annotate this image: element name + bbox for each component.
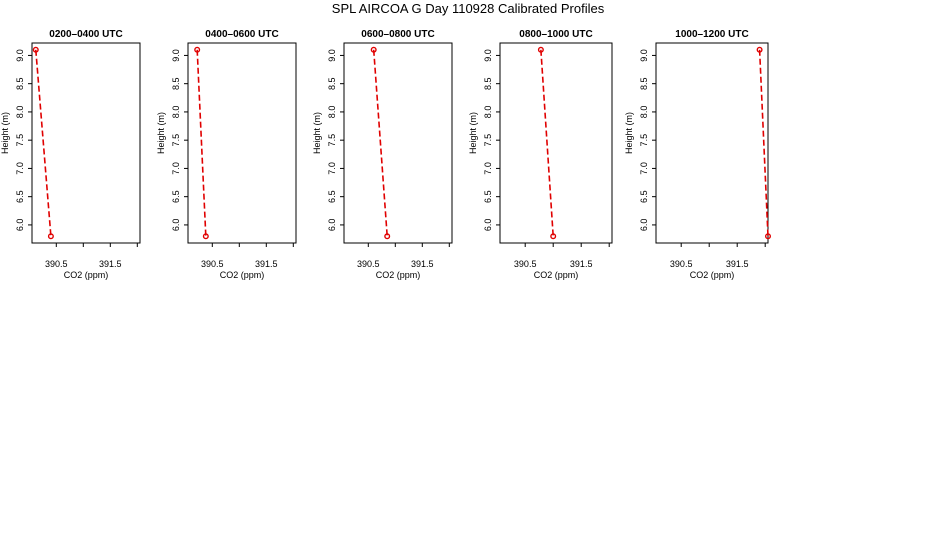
y-tick-label: 6.0 (171, 219, 181, 232)
y-tick-label: 6.0 (483, 219, 493, 232)
profile-line (196, 49, 207, 237)
data-point (32, 46, 39, 53)
chart-panel-2: 0400–0600 UTC 390.5 391.5 6.0 6.5 7.0 7.5 8.0 8.… (156, 29, 297, 280)
y-tick-label: 9.0 (171, 49, 181, 62)
y-tick-label: 6.0 (327, 219, 337, 232)
panel-title: 0800–1000 UTC (519, 29, 592, 40)
y-tick-label: 9.0 (327, 49, 337, 62)
y-tick-label: 7.5 (171, 134, 181, 147)
y-tick-label: 6.5 (327, 190, 337, 203)
y-tick-label: 9.0 (483, 49, 493, 62)
y-tick-label: 8.5 (639, 77, 649, 90)
data-point (550, 233, 557, 240)
y-tick-label: 7.5 (15, 134, 25, 147)
y-tick-label: 8.5 (483, 77, 493, 90)
y-tick-label: 7.0 (639, 162, 649, 175)
x-tick-label: 391.5 (411, 259, 434, 269)
plot-frame (31, 42, 141, 244)
y-tick-label: 9.0 (15, 49, 25, 62)
x-tick-label: 390.5 (357, 259, 380, 269)
data-point (756, 46, 763, 53)
y-tick-label: 8.0 (171, 106, 181, 119)
y-axis-label: Height (m) (156, 112, 166, 154)
y-tick-label: 8.5 (171, 77, 181, 90)
y-axis-label: Height (m) (0, 112, 10, 154)
x-tick-label: 391.5 (99, 259, 122, 269)
y-tick-label: 8.5 (327, 77, 337, 90)
figure-title: SPL AIRCOA G Day 110928 Calibrated Profi… (332, 1, 605, 16)
y-tick-label: 8.0 (639, 106, 649, 119)
data-point (384, 233, 391, 240)
data-point (47, 233, 54, 240)
y-tick-label: 6.5 (639, 190, 649, 203)
y-tick-label: 6.0 (15, 219, 25, 232)
profile-line (758, 49, 769, 237)
x-tick-label: 390.5 (514, 259, 537, 269)
y-tick-label: 7.5 (327, 134, 337, 147)
y-tick-label: 6.5 (15, 190, 25, 203)
plot-frame (499, 42, 613, 244)
panel-title: 0200–0400 UTC (49, 29, 122, 40)
data-point (202, 233, 209, 240)
y-axis-label: Height (m) (312, 112, 322, 154)
x-axis-label: CO2 (ppm) (220, 270, 265, 280)
x-tick-label: 391.5 (255, 259, 278, 269)
y-tick-label: 8.0 (15, 106, 25, 119)
data-point (370, 46, 377, 53)
panel-title: 0600–0800 UTC (361, 29, 434, 40)
profile-line (540, 49, 554, 237)
x-tick-label: 391.5 (570, 259, 593, 269)
y-axis-label: Height (m) (624, 112, 634, 154)
y-tick-label: 7.5 (639, 134, 649, 147)
y-tick-label: 7.0 (15, 162, 25, 175)
x-tick-label: 390.5 (45, 259, 68, 269)
data-point (194, 46, 201, 53)
plot-frame (655, 42, 769, 244)
x-axis-label: CO2 (ppm) (690, 270, 735, 280)
panel-title: 1000–1200 UTC (675, 29, 748, 40)
profile-line (34, 49, 52, 237)
chart-panel-4: 0800–1000 UTC 390.5 391.5 6.0 6.5 7.0 7.5 8.0 8.… (468, 29, 613, 280)
x-tick-label: 390.5 (201, 259, 224, 269)
chart-panel-3: 0600–0800 UTC 390.5 391.5 6.0 6.5 7.0 7.5 8.0 8.… (312, 29, 453, 280)
y-tick-label: 6.0 (639, 219, 649, 232)
panels-group: 0200–0400 UTC 390.5 391.5 6.0 6.5 7.0 7.5 8.0 8.… (0, 29, 772, 280)
x-axis-label: CO2 (ppm) (534, 270, 579, 280)
panel-title: 0400–0600 UTC (205, 29, 278, 40)
x-axis-label: CO2 (ppm) (64, 270, 109, 280)
plot-frame (343, 42, 453, 244)
y-axis-label: Height (m) (468, 112, 478, 154)
chart-panel-5: 1000–1200 UTC 390.5 391.5 6.0 6.5 7.0 7.5 8.0 8.… (624, 29, 772, 280)
x-tick-label: 391.5 (726, 259, 749, 269)
data-point (765, 233, 772, 240)
plot-frame (187, 42, 297, 244)
y-tick-label: 8.0 (483, 106, 493, 119)
y-tick-label: 7.0 (171, 162, 181, 175)
y-tick-label: 6.5 (171, 190, 181, 203)
y-tick-label: 9.0 (639, 49, 649, 62)
y-tick-label: 8.5 (15, 77, 25, 90)
y-tick-label: 8.0 (327, 106, 337, 119)
data-point (537, 46, 544, 53)
x-axis-label: CO2 (ppm) (376, 270, 421, 280)
x-tick-label: 390.5 (670, 259, 693, 269)
profile-line (372, 49, 388, 237)
y-tick-label: 7.0 (327, 162, 337, 175)
y-tick-label: 7.5 (483, 134, 493, 147)
y-tick-label: 7.0 (483, 162, 493, 175)
y-tick-label: 6.5 (483, 190, 493, 203)
chart-panel-1: 0200–0400 UTC 390.5 391.5 6.0 6.5 7.0 7.5 8.0 8.… (0, 29, 141, 280)
